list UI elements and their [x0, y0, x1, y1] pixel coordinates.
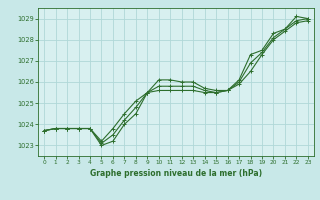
X-axis label: Graphe pression niveau de la mer (hPa): Graphe pression niveau de la mer (hPa) [90, 169, 262, 178]
